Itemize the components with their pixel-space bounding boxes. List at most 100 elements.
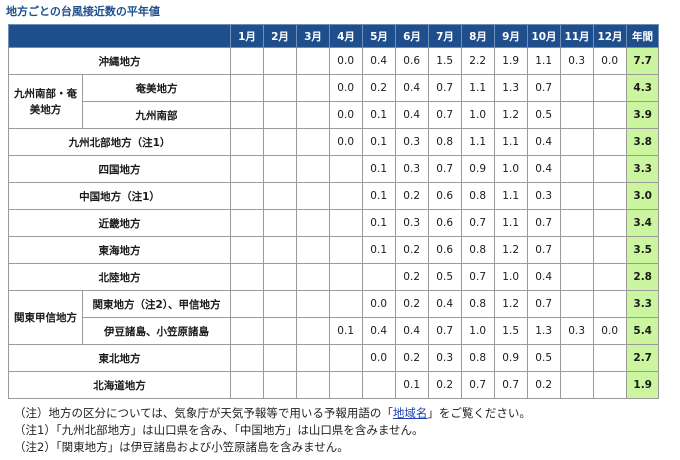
month-value-cell: 0.2: [362, 74, 396, 102]
month-value-cell: [593, 371, 627, 399]
header-month-1: 1月: [230, 24, 264, 48]
header-month-8: 8月: [461, 24, 495, 48]
month-value-cell: 0.6: [428, 236, 462, 264]
month-value-cell: 0.5: [527, 101, 561, 129]
month-value-cell: [560, 101, 594, 129]
month-value-cell: 0.6: [428, 182, 462, 210]
month-value-cell: [230, 209, 264, 237]
month-value-cell: [593, 344, 627, 372]
month-value-cell: [230, 344, 264, 372]
header-month-11: 11月: [560, 24, 594, 48]
region-label: 北海道地方: [8, 371, 231, 399]
month-value-cell: 1.3: [494, 74, 528, 102]
month-value-cell: 0.1: [395, 371, 429, 399]
month-value-cell: 0.3: [560, 317, 594, 345]
annual-total-cell: 4.3: [626, 74, 659, 102]
month-value-cell: [362, 371, 396, 399]
month-value-cell: 0.7: [461, 209, 495, 237]
month-value-cell: 0.0: [329, 47, 363, 75]
month-value-cell: [329, 290, 363, 318]
month-value-cell: [296, 101, 330, 129]
month-value-cell: [230, 236, 264, 264]
month-value-cell: [263, 47, 297, 75]
month-value-cell: 0.4: [527, 263, 561, 291]
month-value-cell: 0.0: [593, 317, 627, 345]
month-value-cell: 1.2: [494, 101, 528, 129]
month-value-cell: 0.4: [527, 155, 561, 183]
month-value-cell: [230, 74, 264, 102]
table-row: 沖縄地方 0.0 0.4 0.6 1.5 2.2 1.9 1.1 0.3 0.0 7.7: [8, 47, 659, 75]
region-label: 東北地方: [8, 344, 231, 372]
month-value-cell: 0.7: [527, 209, 561, 237]
page-title: 地方ごとの台風接近数の平年値: [6, 5, 160, 18]
month-value-cell: 0.4: [395, 74, 429, 102]
month-value-cell: [560, 182, 594, 210]
month-value-cell: [230, 47, 264, 75]
month-value-cell: [329, 155, 363, 183]
month-value-cell: 1.0: [461, 101, 495, 129]
month-value-cell: [329, 209, 363, 237]
month-value-cell: 0.1: [329, 317, 363, 345]
region-label: 沖縄地方: [8, 47, 231, 75]
region-label: 伊豆諸島、小笠原諸島: [82, 317, 231, 345]
month-value-cell: 2.2: [461, 47, 495, 75]
month-value-cell: [296, 371, 330, 399]
month-value-cell: [593, 182, 627, 210]
month-value-cell: [593, 209, 627, 237]
month-value-cell: 0.2: [428, 371, 462, 399]
month-value-cell: 0.7: [461, 263, 495, 291]
note-general: （注）地方の区分については、気象庁が天気予報等で用いる予報用語の「地域名」をご覧…: [14, 405, 531, 422]
month-value-cell: [296, 209, 330, 237]
month-value-cell: [329, 371, 363, 399]
month-value-cell: 0.2: [395, 290, 429, 318]
region-label: 中国地方（注1）: [8, 182, 231, 210]
month-value-cell: 0.7: [527, 290, 561, 318]
month-value-cell: 0.5: [527, 344, 561, 372]
month-value-cell: 1.1: [527, 47, 561, 75]
month-value-cell: 0.6: [428, 209, 462, 237]
month-value-cell: 1.1: [461, 74, 495, 102]
month-value-cell: [593, 155, 627, 183]
month-value-cell: [593, 101, 627, 129]
month-value-cell: 0.5: [428, 263, 462, 291]
annual-total-cell: 5.4: [626, 317, 659, 345]
month-value-cell: [296, 317, 330, 345]
month-value-cell: 0.0: [329, 101, 363, 129]
month-value-cell: [329, 344, 363, 372]
region-names-link[interactable]: 地域名: [392, 406, 428, 420]
month-value-cell: [593, 263, 627, 291]
month-value-cell: 1.0: [494, 263, 528, 291]
annual-total-cell: 3.0: [626, 182, 659, 210]
month-value-cell: 0.0: [329, 74, 363, 102]
month-value-cell: [560, 128, 594, 156]
month-value-cell: [593, 236, 627, 264]
header-blank: [8, 24, 231, 48]
region-label: 北陸地方: [8, 263, 231, 291]
month-value-cell: 0.4: [362, 47, 396, 75]
table-row: 中国地方（注1） 0.1 0.2 0.6 0.8 1.1 0.3 3.0: [8, 182, 659, 210]
region-label: 関東地方（注2）、甲信地方: [82, 290, 231, 318]
month-value-cell: 1.9: [494, 47, 528, 75]
region-group-label: 関東甲信地方: [8, 290, 83, 345]
month-value-cell: [560, 344, 594, 372]
month-value-cell: [560, 155, 594, 183]
month-value-cell: 1.1: [494, 128, 528, 156]
month-value-cell: 0.0: [362, 344, 396, 372]
month-value-cell: 0.2: [527, 371, 561, 399]
month-value-cell: 0.1: [362, 209, 396, 237]
month-value-cell: 0.3: [428, 344, 462, 372]
month-value-cell: [296, 47, 330, 75]
annual-total-cell: 3.8: [626, 128, 659, 156]
table-row: 九州南部・奄美地方 奄美地方 0.0 0.2 0.4 0.7 1.1 1.3 0.7 4.3: [8, 74, 659, 129]
month-value-cell: [296, 128, 330, 156]
month-value-cell: [263, 74, 297, 102]
month-value-cell: 0.0: [362, 290, 396, 318]
month-value-cell: 0.8: [461, 182, 495, 210]
annual-total-cell: 2.8: [626, 263, 659, 291]
annual-total-cell: 7.7: [626, 47, 659, 75]
header-month-9: 9月: [494, 24, 528, 48]
table-row: 東北地方 0.0 0.2 0.3 0.8 0.9 0.5 2.7: [8, 344, 659, 372]
month-value-cell: 1.1: [494, 209, 528, 237]
month-value-cell: [296, 263, 330, 291]
